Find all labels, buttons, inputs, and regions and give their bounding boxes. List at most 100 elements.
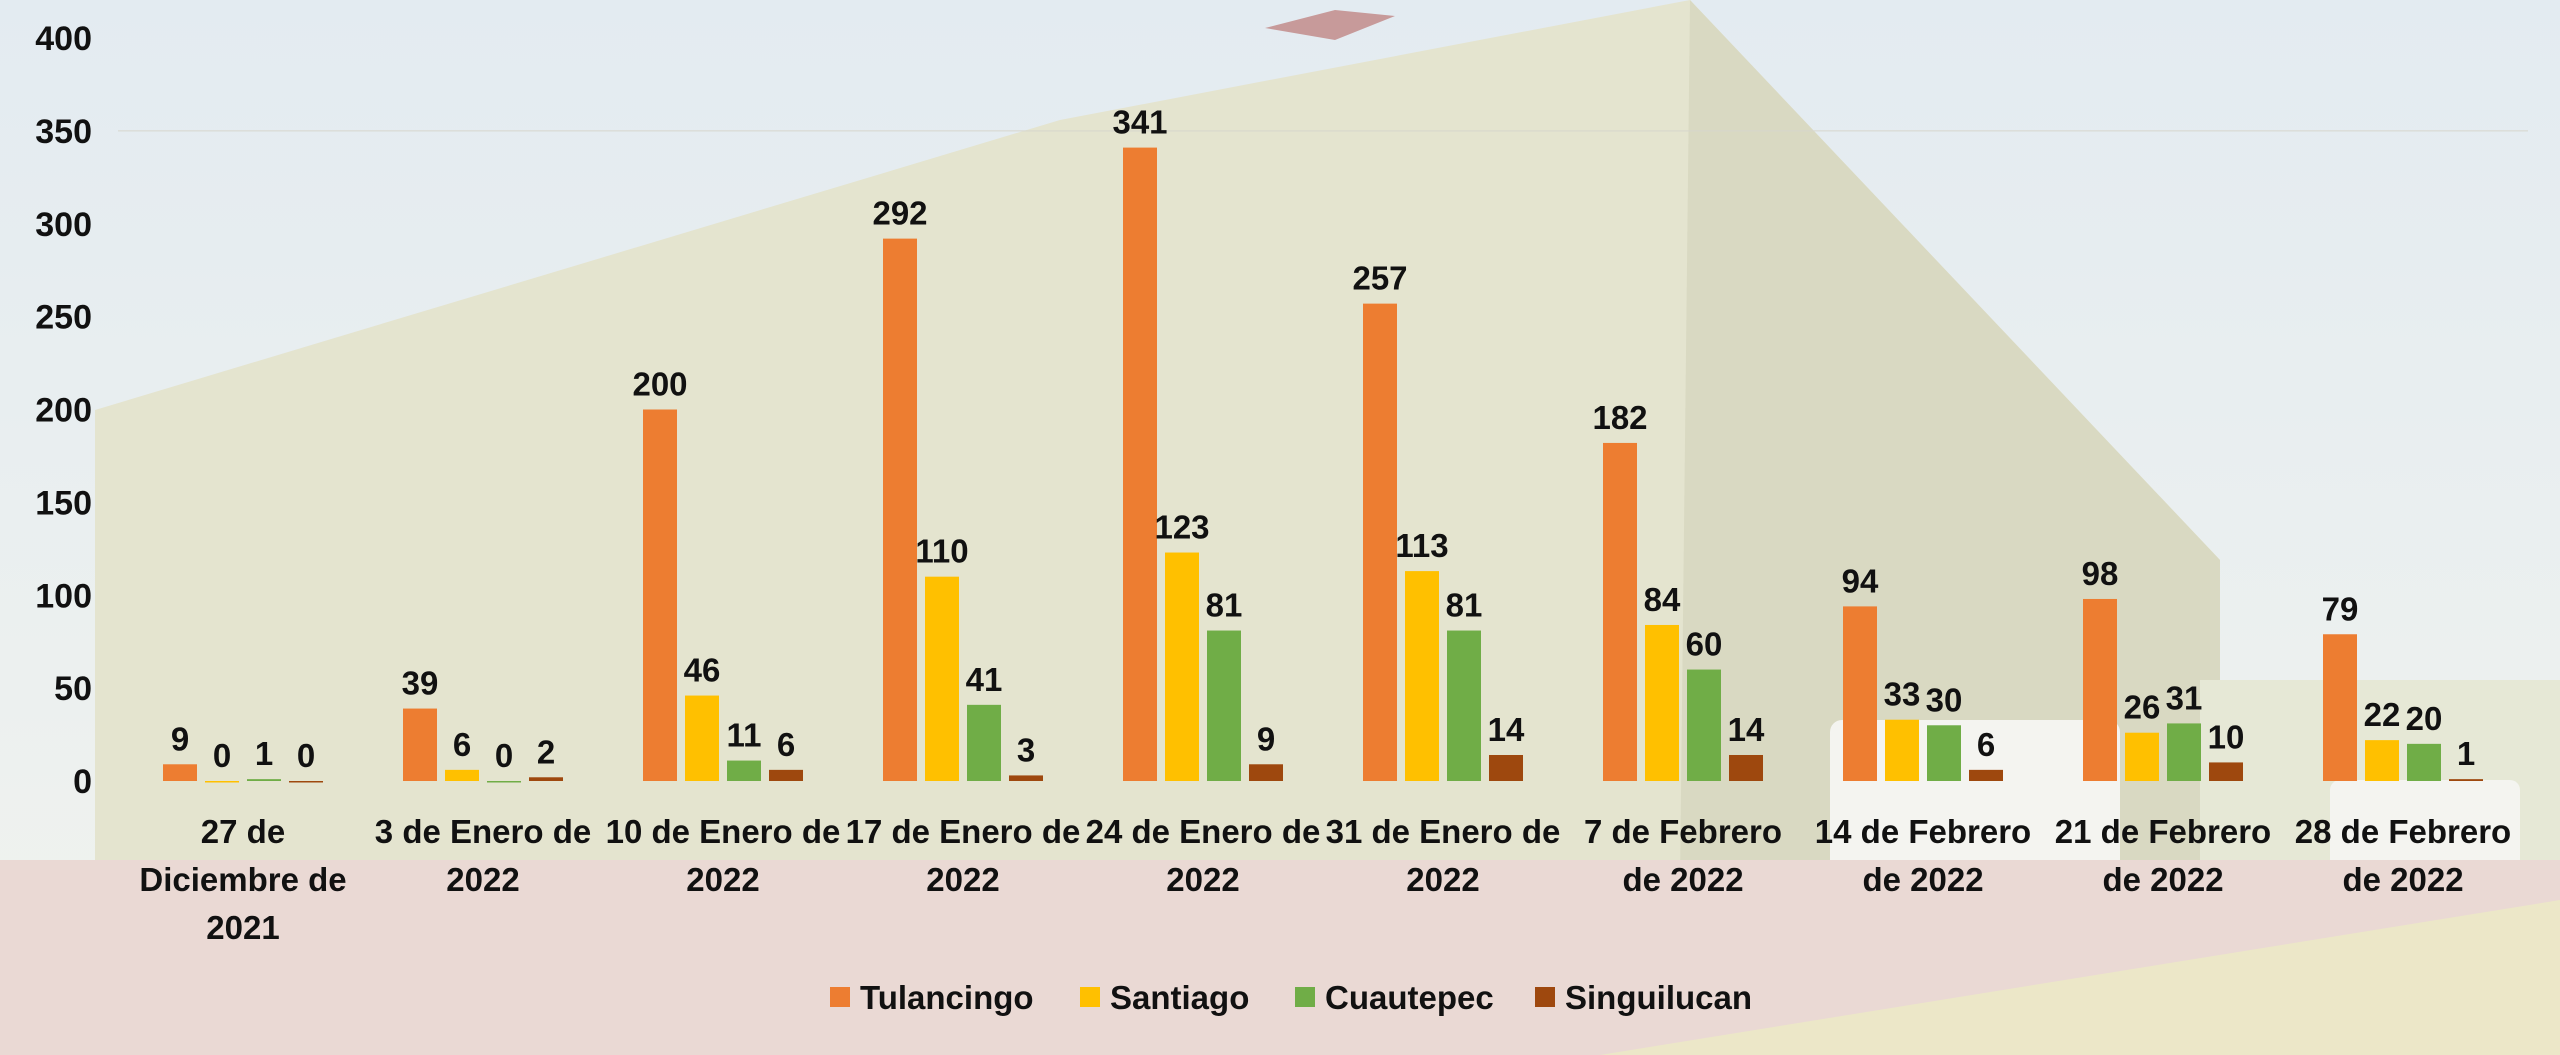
legend: Tulancingo Santiago Cuautepec Singuilucan: [830, 979, 1752, 1016]
bar-santiago: [1405, 571, 1439, 781]
y-tick-label: 400: [35, 20, 92, 58]
data-label: 10: [2208, 718, 2245, 755]
category-label: 14 de Febrero: [1815, 813, 2031, 850]
bar-tulancingo: [643, 409, 677, 781]
bar-cuautepec: [2167, 723, 2201, 781]
data-label: 0: [297, 737, 315, 774]
bar-tulancingo: [1843, 606, 1877, 781]
data-label: 31: [2166, 679, 2203, 716]
category-label: 10 de Enero de: [606, 813, 841, 850]
data-label: 1: [255, 735, 273, 772]
data-label: 81: [1446, 587, 1483, 624]
data-label: 257: [1352, 260, 1407, 297]
bar-tulancingo: [1603, 442, 1637, 781]
data-label: 46: [684, 652, 721, 689]
category-label: 2022: [1406, 861, 1479, 898]
data-label: 22: [2364, 696, 2401, 733]
bar-santiago: [445, 769, 479, 781]
data-label: 3: [1017, 731, 1035, 768]
bar-cuautepec: [967, 704, 1001, 781]
category-label: de 2022: [1622, 861, 1743, 898]
y-tick-label: 0: [73, 763, 92, 801]
bar-santiago: [685, 695, 719, 781]
bar-cuautepec: [1687, 669, 1721, 781]
bar-singuilucan: [289, 781, 323, 783]
bar-cuautepec: [247, 779, 281, 781]
bar-tulancingo: [403, 708, 437, 781]
y-tick-label: 250: [35, 299, 92, 337]
bar-singuilucan: [529, 777, 563, 781]
category-label: 31 de Enero de: [1326, 813, 1561, 850]
bar-tulancingo: [883, 238, 917, 782]
legend-label: Santiago: [1110, 979, 1249, 1016]
data-label: 79: [2322, 590, 2359, 627]
data-label: 1: [2457, 735, 2475, 772]
category-label: 24 de Enero de: [1086, 813, 1321, 850]
legend-swatch: [1080, 987, 1100, 1007]
category-label: 2021: [206, 909, 279, 946]
category-label: de 2022: [2342, 861, 2463, 898]
category-label: 7 de Febrero: [1584, 813, 1782, 850]
category-label: 3 de Enero de: [375, 813, 591, 850]
bar-singuilucan: [2209, 762, 2243, 781]
bar-singuilucan: [1249, 764, 1283, 781]
legend-swatch: [1295, 987, 1315, 1007]
data-label: 41: [966, 661, 1003, 698]
data-label: 200: [632, 366, 687, 403]
category-label: 28 de Febrero: [2295, 813, 2511, 850]
bar-santiago: [2365, 740, 2399, 781]
data-label: 26: [2124, 689, 2161, 726]
legend-label: Cuautepec: [1325, 979, 1494, 1016]
bar-cuautepec: [727, 760, 761, 781]
category-label: 2022: [926, 861, 999, 898]
data-label: 94: [1842, 562, 1879, 599]
bar-singuilucan: [1009, 775, 1043, 781]
data-label: 110: [915, 533, 968, 570]
bar-santiago: [925, 576, 959, 781]
category-label: 17 de Enero de: [846, 813, 1081, 850]
data-label: 113: [1395, 527, 1448, 564]
bar-tulancingo: [1123, 147, 1157, 781]
legend-label: Tulancingo: [860, 979, 1034, 1016]
data-label: 6: [777, 726, 795, 763]
data-label: 0: [213, 737, 231, 774]
data-label: 6: [453, 726, 471, 763]
legend-label: Singuilucan: [1565, 979, 1752, 1016]
y-tick-label: 150: [35, 484, 92, 522]
category-label: 2022: [686, 861, 759, 898]
bar-cuautepec: [487, 781, 521, 783]
bar-tulancingo: [2323, 634, 2357, 781]
bar-santiago: [1165, 552, 1199, 781]
bar-tulancingo: [2083, 598, 2117, 781]
bar-singuilucan: [2449, 779, 2483, 781]
legend-swatch: [830, 987, 850, 1007]
category-label: de 2022: [2102, 861, 2223, 898]
data-label: 30: [1926, 681, 1963, 718]
data-label: 20: [2406, 700, 2443, 737]
data-label: 84: [1644, 581, 1681, 618]
bar-singuilucan: [1729, 754, 1763, 781]
data-label: 11: [727, 717, 762, 754]
bar-tulancingo: [163, 764, 197, 781]
bar-cuautepec: [2407, 743, 2441, 781]
category-label: 21 de Febrero: [2055, 813, 2271, 850]
category-label: Diciembre de: [139, 861, 346, 898]
y-tick-label: 50: [54, 670, 92, 708]
x-axis-categories: 27 de Diciembre de 2021 3 de Enero de 2022 10…: [139, 813, 2511, 946]
data-label: 14: [1488, 711, 1525, 748]
bar-cuautepec: [1207, 630, 1241, 781]
data-label: 2: [537, 733, 555, 770]
category-label: 2022: [1166, 861, 1239, 898]
bar-singuilucan: [1489, 754, 1523, 781]
bar-cuautepec: [1447, 630, 1481, 781]
bar-tulancingo: [1363, 303, 1397, 781]
bar-santiago: [205, 781, 239, 783]
data-label: 98: [2082, 555, 2119, 592]
data-label: 9: [171, 720, 189, 757]
data-label: 14: [1728, 711, 1765, 748]
bar-singuilucan: [1969, 769, 2003, 781]
y-tick-label: 100: [35, 577, 92, 615]
bar-santiago: [1885, 719, 1919, 781]
